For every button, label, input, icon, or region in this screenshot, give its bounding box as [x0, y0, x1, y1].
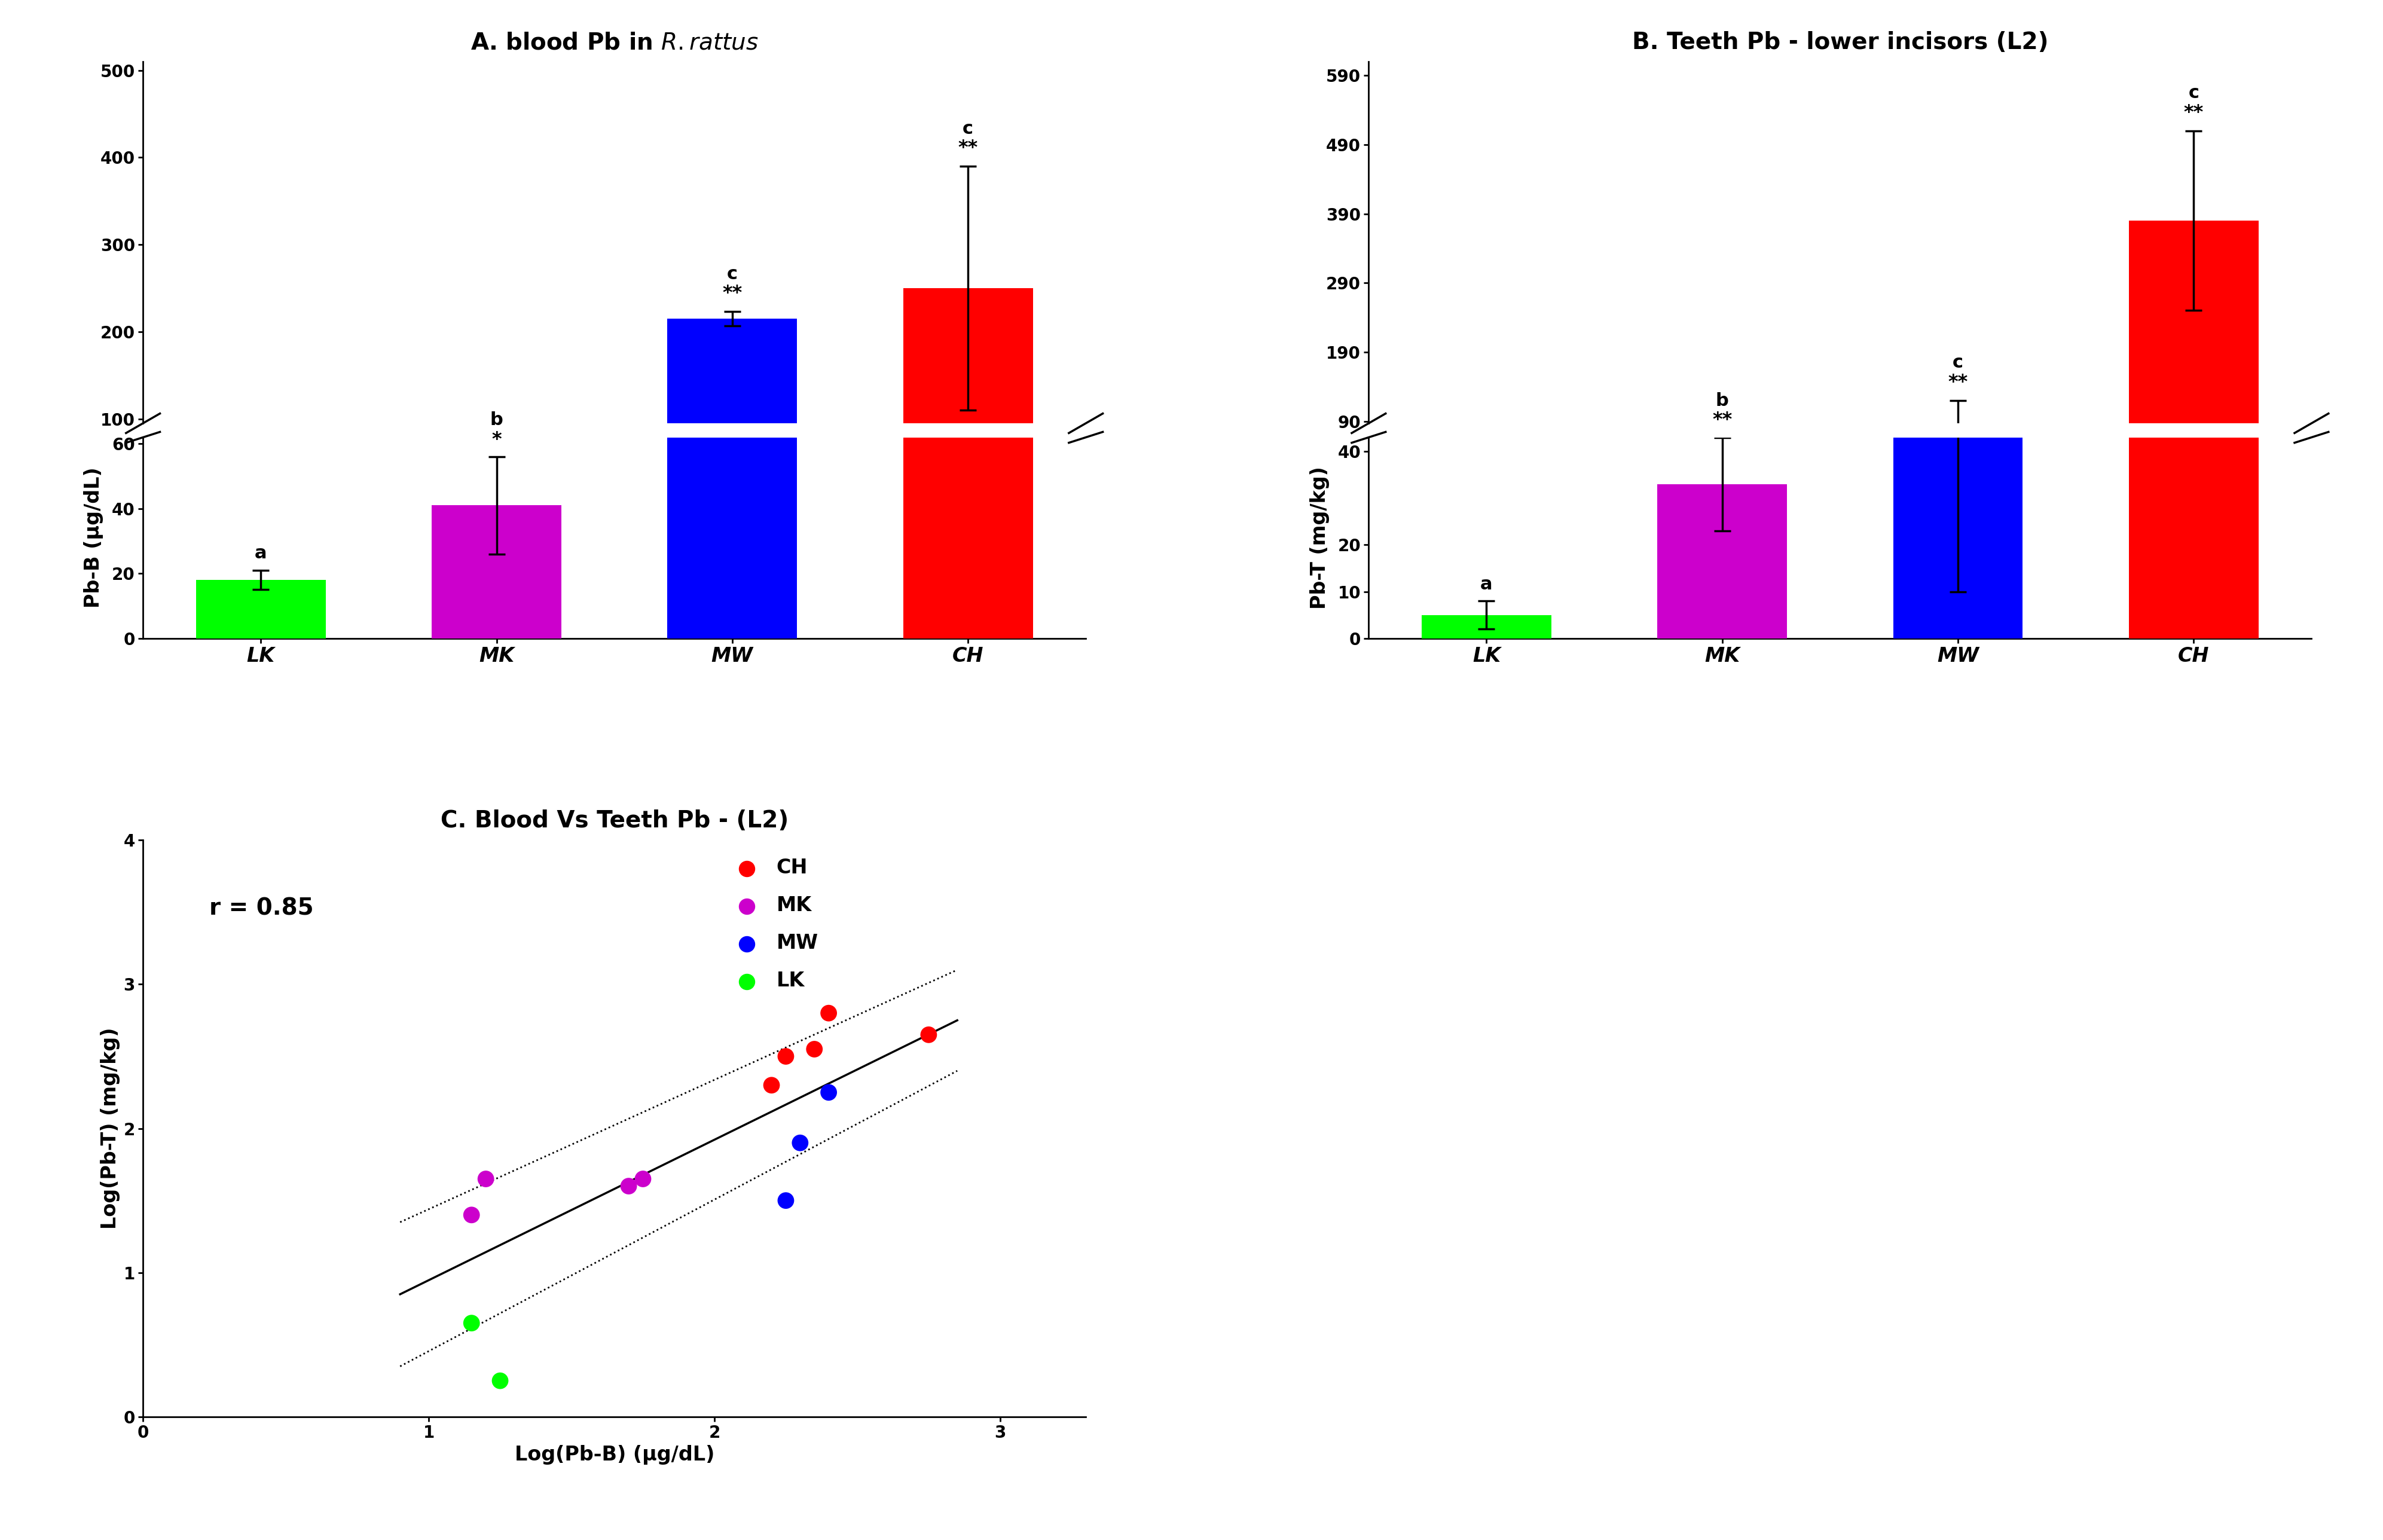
Point: [624, 1167, 662, 1192]
Text: **: **: [2183, 103, 2204, 122]
Y-axis label: Pb-B (μg/dL): Pb-B (μg/dL): [83, 467, 102, 608]
Text: **: **: [722, 285, 741, 303]
Bar: [1423, 614, 1551, 638]
X-axis label: Log(Pb-B) (μg/dL): Log(Pb-B) (μg/dL): [515, 1445, 715, 1465]
Bar: [431, 505, 562, 638]
Text: **: **: [958, 139, 977, 157]
Bar: [431, 470, 562, 507]
Text: a: a: [1480, 576, 1492, 593]
Bar: [2128, 220, 2259, 484]
Title: C. Blood Vs Teeth Pb - (L2): C. Blood Vs Teeth Pb - (L2): [441, 810, 789, 833]
Point: [810, 1001, 848, 1026]
Text: b: b: [491, 411, 503, 428]
Point: [782, 1130, 820, 1155]
Bar: [903, 288, 1032, 507]
Bar: [667, 319, 796, 507]
Text: c: c: [2188, 85, 2200, 102]
Point: [453, 1311, 491, 1335]
Text: c: c: [1952, 354, 1964, 371]
Y-axis label: Log(Pb-T) (mg/kg): Log(Pb-T) (mg/kg): [100, 1027, 119, 1229]
Text: **: **: [1947, 373, 1968, 391]
Point: [910, 1023, 948, 1047]
Text: a: a: [255, 545, 267, 562]
Bar: [1659, 460, 1787, 484]
Point: [810, 1080, 848, 1104]
Point: [610, 1173, 648, 1198]
Bar: [195, 490, 326, 507]
Text: c: c: [963, 120, 972, 137]
Text: **: **: [1713, 411, 1732, 430]
Bar: [1659, 484, 1787, 638]
Point: [767, 1189, 805, 1214]
Point: [753, 1073, 791, 1098]
Text: r = 0.85: r = 0.85: [210, 898, 315, 919]
Y-axis label: Pb-T (mg/kg): Pb-T (mg/kg): [1311, 467, 1330, 610]
Point: [467, 1167, 505, 1192]
Bar: [667, 0, 796, 638]
Bar: [1423, 480, 1551, 484]
Point: [453, 1203, 491, 1227]
Text: b: b: [1716, 391, 1728, 410]
Point: [796, 1036, 834, 1061]
Bar: [1892, 334, 2023, 638]
Bar: [1892, 439, 2023, 484]
Title: A. blood Pb in $\mathit{R. rattus}$: A. blood Pb in $\mathit{R. rattus}$: [469, 31, 758, 54]
Point: [767, 1044, 805, 1069]
Title: B. Teeth Pb - lower incisors (L2): B. Teeth Pb - lower incisors (L2): [1632, 31, 2049, 54]
Bar: [195, 581, 326, 638]
Text: *: *: [491, 430, 500, 448]
Point: [481, 1369, 519, 1394]
Bar: [2128, 0, 2259, 638]
Bar: [903, 0, 1032, 638]
Text: c: c: [727, 265, 739, 283]
Legend: CH, MK, MW, LK: CH, MK, MW, LK: [720, 850, 827, 999]
